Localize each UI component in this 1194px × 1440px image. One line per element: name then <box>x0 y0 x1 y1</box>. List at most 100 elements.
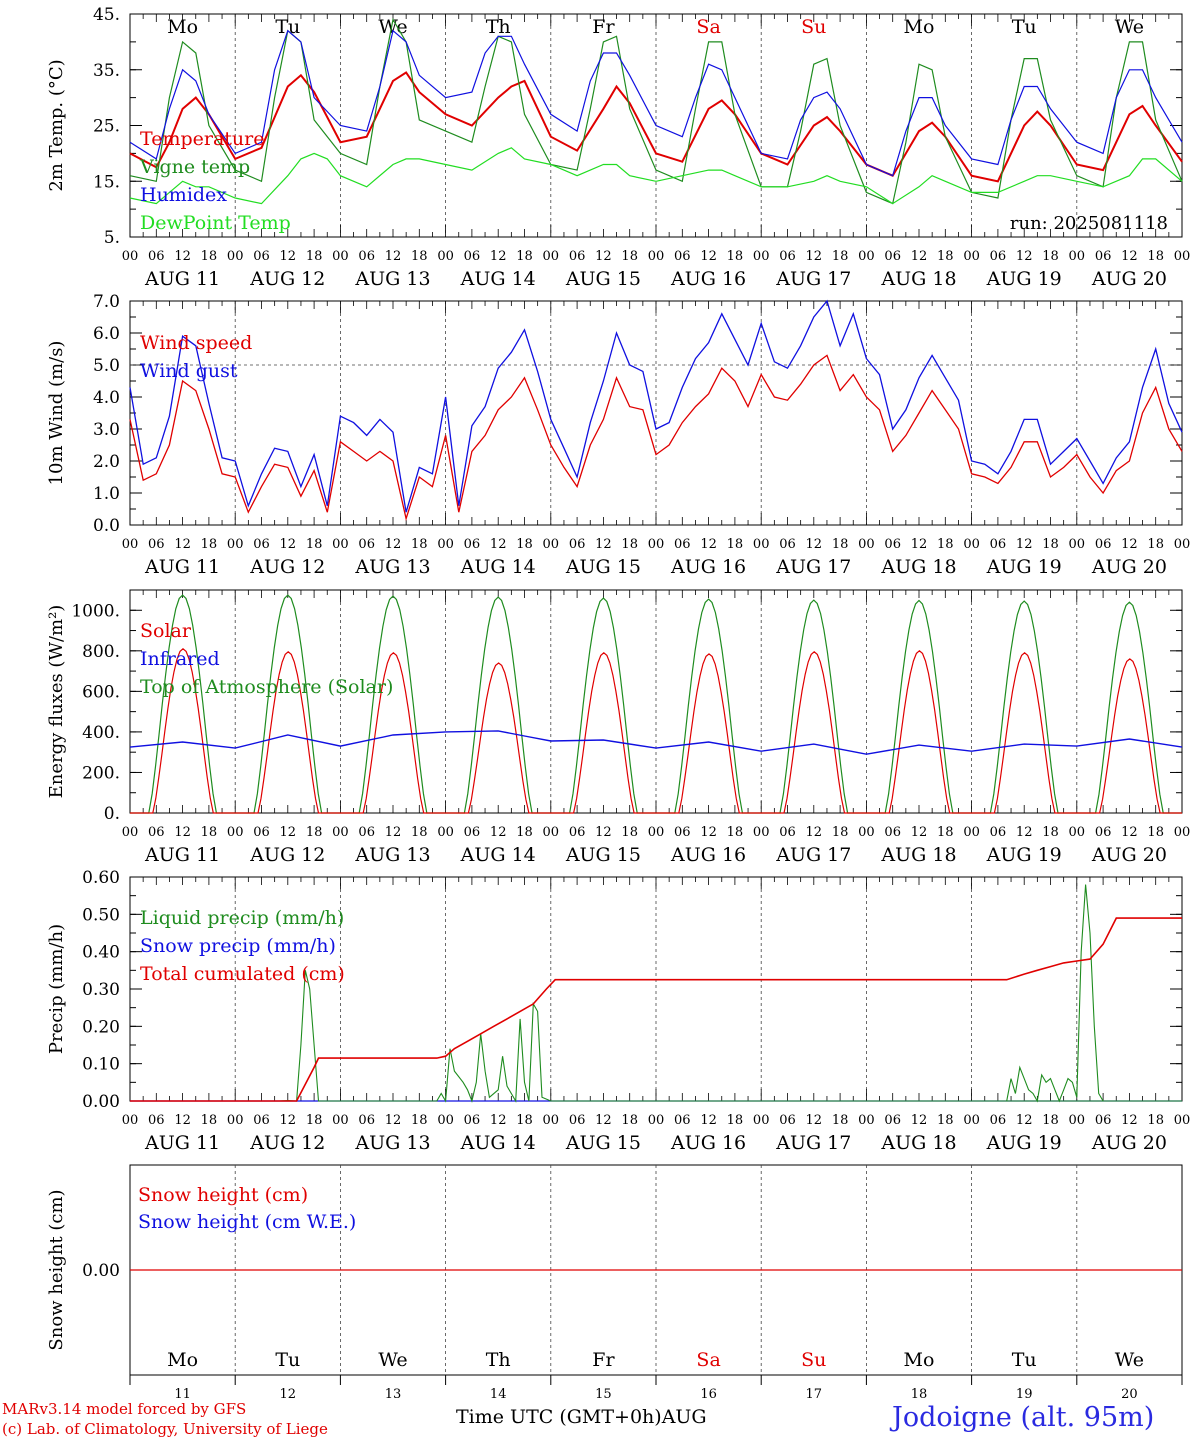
hour-tick-label: 06 <box>884 1113 901 1128</box>
date-label: AUG 11 <box>144 556 220 578</box>
day-number-label: 17 <box>806 1387 823 1400</box>
hour-tick-label: 12 <box>1016 537 1033 552</box>
hour-tick-label: 18 <box>727 1113 744 1128</box>
date-label: AUG 20 <box>1091 556 1167 578</box>
hour-tick-label: 06 <box>253 825 270 840</box>
model-credit: MARv3.14 model forced by GFS <box>2 1400 247 1418</box>
hour-tick-label: 18 <box>201 825 218 840</box>
y-tick-label: 25. <box>93 117 120 137</box>
hour-tick-label: 00 <box>753 537 770 552</box>
hour-tick-label: 06 <box>464 537 481 552</box>
y-tick-label: 0.30 <box>82 980 120 1000</box>
snow-panel: 0.00 Snow height (cm) Snow height (cm) Snow… <box>46 1164 1183 1400</box>
hour-tick-label: 00 <box>332 825 349 840</box>
hour-tick-label: 12 <box>1121 537 1138 552</box>
hour-tick-label: 06 <box>674 249 691 264</box>
day-name-label: Sa <box>696 1349 720 1371</box>
hour-tick-label: 06 <box>779 1113 796 1128</box>
energy-panel: 0. 200. 400. 600. 800. 1000.Energy fluxes (W/… <box>46 589 1190 866</box>
hour-tick-label: 00 <box>437 1113 454 1128</box>
hour-tick-label: 00 <box>1069 1113 1086 1128</box>
hour-tick-label: 00 <box>332 537 349 552</box>
hour-tick-label: 06 <box>990 249 1007 264</box>
date-label: AUG 11 <box>144 1132 220 1154</box>
hour-tick-label: 12 <box>490 249 507 264</box>
y-tick-label: 1.0 <box>93 484 120 504</box>
hour-tick-label: 06 <box>990 537 1007 552</box>
hour-tick-label: 12 <box>911 249 928 264</box>
y-tick-label: 400. <box>82 723 120 743</box>
day-number-label: 14 <box>490 1387 507 1400</box>
date-label: AUG 17 <box>775 268 851 290</box>
y-tick-label: 0.00 <box>82 1261 120 1281</box>
hour-tick-label: 18 <box>201 537 218 552</box>
date-label: AUG 18 <box>880 844 956 866</box>
hour-tick-label: 12 <box>280 537 297 552</box>
hour-tick-label: 18 <box>1147 249 1164 264</box>
hour-tick-label: 12 <box>385 1113 402 1128</box>
date-label: AUG 18 <box>880 556 956 578</box>
hour-tick-label: 18 <box>832 537 849 552</box>
date-label: AUG 15 <box>565 268 641 290</box>
hour-tick-label: 00 <box>122 825 139 840</box>
temperature-panel: 5. 15. 25. 35. 45. 2m Temp. (°C) 00 06 12 18 00 06 1… <box>46 5 1190 290</box>
hour-tick-label: 00 <box>332 1113 349 1128</box>
y-tick-label: 35. <box>93 61 120 81</box>
legend-entry: Snow height (cm) <box>138 1184 308 1206</box>
hour-tick-label: 18 <box>832 1113 849 1128</box>
hour-tick-label: 06 <box>253 537 270 552</box>
hour-tick-label: 00 <box>122 249 139 264</box>
hour-tick-label: 18 <box>621 537 638 552</box>
legend-entry: Liquid precip (mm/h) <box>140 907 344 929</box>
y-tick-label: 0.40 <box>82 943 120 963</box>
hour-tick-label: 12 <box>1121 249 1138 264</box>
hour-tick-label: 18 <box>937 249 954 264</box>
hour-tick-label: 06 <box>464 825 481 840</box>
hour-tick-label: 06 <box>148 249 165 264</box>
series-line-dewpoint-temp <box>129 147 1183 205</box>
y-tick-label: 0.0 <box>93 516 120 536</box>
hour-tick-label: 06 <box>569 249 586 264</box>
hour-tick-label: 18 <box>937 1113 954 1128</box>
series-line-liquid-precip-late <box>1006 884 1182 1103</box>
hour-tick-label: 00 <box>1069 249 1086 264</box>
hour-tick-label: 00 <box>963 249 980 264</box>
day-name-label: We <box>378 1349 407 1371</box>
hour-tick-label: 12 <box>806 249 823 264</box>
date-label: AUG 17 <box>775 1132 851 1154</box>
hour-tick-label: 18 <box>621 1113 638 1128</box>
hour-tick-label: 00 <box>858 537 875 552</box>
y-tick-label: 0. <box>104 804 120 824</box>
date-label: AUG 13 <box>354 556 430 578</box>
date-label: AUG 15 <box>565 556 641 578</box>
date-label: AUG 16 <box>670 844 746 866</box>
hour-tick-label: 06 <box>674 825 691 840</box>
hour-tick-label: 18 <box>411 1113 428 1128</box>
hour-tick-label: 12 <box>1016 825 1033 840</box>
series-line-humidex <box>129 29 1183 177</box>
day-name-label: Fr <box>592 16 615 38</box>
day-name-label: Th <box>486 1349 511 1371</box>
hour-tick-label: 06 <box>253 249 270 264</box>
day-name-label: Tu <box>1012 16 1037 38</box>
hour-tick-label: 18 <box>201 1113 218 1128</box>
hour-tick-label: 12 <box>700 249 717 264</box>
hour-tick-label: 06 <box>990 825 1007 840</box>
hour-tick-label: 12 <box>490 537 507 552</box>
hour-tick-label: 06 <box>464 249 481 264</box>
hour-tick-label: 06 <box>884 825 901 840</box>
hour-tick-label: 18 <box>306 537 323 552</box>
day-name-label: Mo <box>167 1349 198 1371</box>
hour-tick-label: 00 <box>1069 825 1086 840</box>
legend-entry: Solar <box>140 620 192 642</box>
y-tick-label: 0.20 <box>82 1017 120 1037</box>
hour-tick-label: 06 <box>1095 1113 1112 1128</box>
hour-tick-label: 18 <box>727 825 744 840</box>
hour-tick-label: 18 <box>937 537 954 552</box>
hour-tick-label: 00 <box>543 537 560 552</box>
hour-tick-label: 00 <box>227 249 244 264</box>
date-label: AUG 18 <box>880 1132 956 1154</box>
y-axis-label: Precip (mm/h) <box>46 924 67 1054</box>
hour-tick-label: 00 <box>753 249 770 264</box>
panel-frame <box>129 589 1183 814</box>
